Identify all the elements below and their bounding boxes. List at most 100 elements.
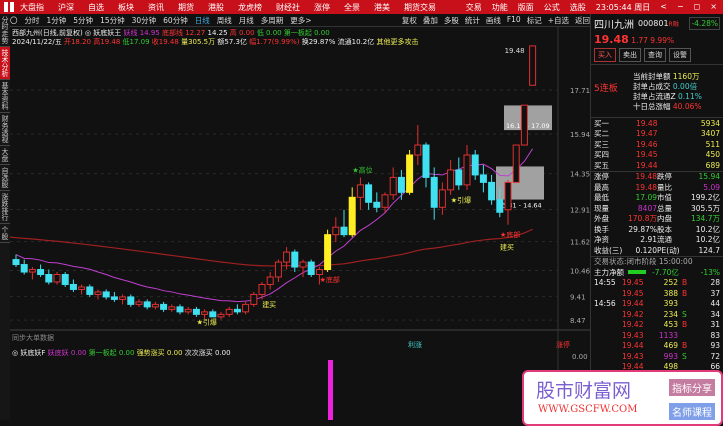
period-tab[interactable]: 1分钟: [46, 15, 67, 25]
tool-button[interactable]: 统计: [464, 15, 480, 25]
candle: [168, 306, 176, 310]
trade-button[interactable]: 卖出: [619, 48, 641, 62]
board-count: 5连板: [594, 84, 618, 94]
trade-button[interactable]: 买入: [594, 48, 616, 62]
left-tab[interactable]: 涨跌排行: [0, 191, 10, 224]
trade-button[interactable]: 查询: [644, 48, 666, 62]
tool-button[interactable]: F10: [506, 14, 521, 24]
candle: [447, 169, 455, 191]
period-tab[interactable]: 分时: [24, 15, 40, 25]
tool-button[interactable]: 多股: [443, 15, 459, 25]
stat-value: 0.120: [635, 245, 657, 255]
period-tab[interactable]: 〇: [10, 15, 18, 25]
left-tab[interactable]: 个股: [0, 224, 10, 243]
topbar-control[interactable]: 功能: [491, 2, 508, 12]
tool-button[interactable]: 标记: [526, 15, 542, 25]
trade-button[interactable]: 设警: [669, 48, 691, 62]
left-tab[interactable]: 分时走势: [0, 14, 10, 47]
ohlc-value: 幅1.77(9.99%): [249, 38, 300, 46]
seal-value: 1160万: [672, 72, 700, 81]
seal-label: 封单占流通Z: [633, 92, 676, 101]
indicator-share-badge[interactable]: 指标分享: [669, 379, 715, 396]
topbar-control[interactable]: 23:05:44 周日: [595, 2, 651, 12]
tick-row: 19.42 234 S 34: [591, 309, 723, 320]
indicator-header: ◎ 妖底妖F 妖底妖 0.00 第一板起 0.00 强势涨买 0.00 次次涨买…: [12, 348, 231, 358]
bid-row[interactable]: 买二 19.47 3407: [591, 129, 723, 140]
left-tab[interactable]: 基本资料: [0, 80, 10, 113]
tool-button[interactable]: +自选: [547, 15, 569, 25]
period-tab[interactable]: 15分钟: [100, 15, 125, 25]
topbar-control[interactable]: 交易: [465, 2, 482, 12]
tick-side: B: [682, 320, 688, 330]
app-logo-icon: [4, 2, 16, 12]
menu-item[interactable]: 财经社: [276, 2, 300, 12]
topbar-control[interactable]: ◻: [693, 1, 701, 11]
stat-label: 换手: [594, 224, 609, 234]
menu-item[interactable]: 涨停: [314, 2, 330, 12]
period-tab[interactable]: 更多>: [290, 15, 312, 25]
bid-row[interactable]: 买四 19.45 450: [591, 150, 723, 161]
menu-item[interactable]: 自选: [88, 2, 104, 12]
indicator-title: ◎ 妖底妖F: [12, 349, 46, 357]
topbar-control[interactable]: <: [660, 1, 667, 11]
menu-item[interactable]: 板块: [118, 2, 134, 12]
menu-item[interactable]: 资讯: [148, 2, 164, 12]
period-tab[interactable]: 多周期: [260, 15, 284, 25]
tick-price: 19.42: [622, 309, 644, 319]
tool-button[interactable]: 画线: [485, 15, 501, 25]
ma-long-line: [10, 228, 533, 267]
period-tab[interactable]: 60分钟: [163, 15, 188, 25]
menu-item[interactable]: 大盘指: [20, 2, 44, 12]
menu-item[interactable]: 龙虎榜: [238, 2, 262, 12]
ohlc-value: 换29.87%: [301, 38, 336, 46]
candle: [184, 308, 192, 313]
topbar-control[interactable]: 版面: [517, 2, 534, 12]
courses-badge[interactable]: 名师课程: [669, 403, 715, 420]
indicator-value: 第一板起 0.00: [88, 349, 135, 357]
tool-button[interactable]: 叠加: [422, 15, 438, 25]
stat-label: 量比: [657, 182, 672, 192]
stat-value: 17.09: [635, 193, 657, 203]
tool-button[interactable]: 返回: [575, 15, 590, 25]
stat-label: 涨停: [594, 172, 609, 182]
period-tab[interactable]: 日线: [194, 15, 210, 25]
seal-value: 0.00倍: [672, 82, 698, 91]
left-tab[interactable]: 大盘: [0, 146, 10, 165]
seal-label: 当前封单额: [633, 72, 671, 81]
stat-value: 10.2亿: [695, 235, 720, 245]
menu-item[interactable]: 全景: [344, 2, 360, 12]
menu-item[interactable]: 港股: [208, 2, 224, 12]
left-tab[interactable]: 技术分析: [0, 47, 10, 80]
left-tab[interactable]: 自选股: [0, 165, 10, 191]
menu-item[interactable]: 期货交易: [404, 2, 436, 12]
header-value: 低 0.00: [256, 29, 282, 37]
left-tab[interactable]: 财务透视: [0, 113, 10, 146]
stat-label: 总量: [657, 203, 672, 213]
candle: [397, 176, 405, 193]
topbar-control[interactable]: 选股: [569, 2, 586, 12]
menu-item[interactable]: 港美: [374, 2, 390, 12]
bid-row[interactable]: 买一 19.48 5934: [591, 118, 723, 129]
period-tab[interactable]: 30分钟: [131, 15, 157, 25]
bid-row[interactable]: 买三 19.46 511: [591, 139, 723, 150]
candlestick-chart[interactable]: 17.7115.9414.3512.9111.6210.469.418.4716…: [10, 27, 590, 420]
period-tab[interactable]: 月线: [238, 15, 254, 25]
topbar-control[interactable]: 公式: [543, 2, 560, 12]
period-tab[interactable]: 5分钟: [73, 15, 94, 25]
topbar-control[interactable]: ×: [710, 1, 717, 11]
topbar-control[interactable]: −: [676, 1, 684, 11]
tool-button[interactable]: 复权: [401, 15, 417, 25]
candle: [274, 261, 282, 278]
candle: [127, 296, 135, 305]
bid-row[interactable]: 买五 19.44 689: [591, 160, 723, 171]
main-flow: 主力净额 -7.70亿 -13%: [591, 267, 723, 278]
candle: [299, 261, 307, 268]
sector-pct[interactable]: -4.28%: [689, 17, 720, 30]
menu-item[interactable]: 期货: [178, 2, 194, 12]
tick-side: S: [682, 309, 687, 319]
candle: [102, 291, 110, 298]
price-line: 19.48 1.77 9.99%: [591, 33, 723, 46]
period-tab[interactable]: 周线: [216, 15, 232, 25]
menu-item[interactable]: 沪深: [58, 2, 74, 12]
stat-row: 涨停 19.48 跌停 15.94: [591, 172, 723, 183]
